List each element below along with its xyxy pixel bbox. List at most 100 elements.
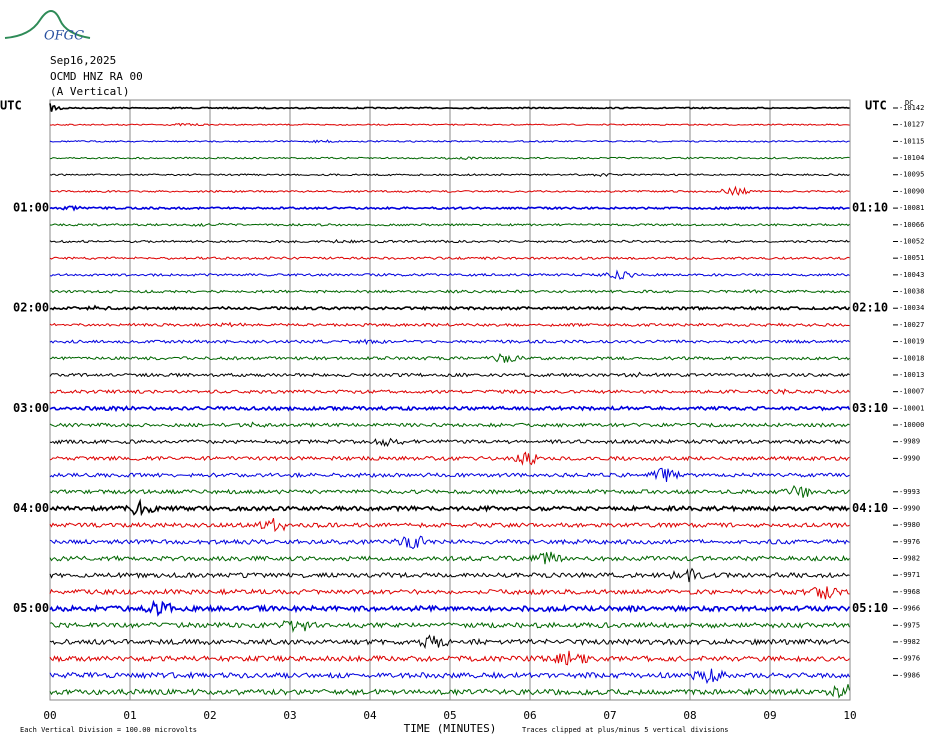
trace <box>49 338 850 346</box>
row-value: -10034 <box>899 304 924 312</box>
row-value: -9971 <box>899 571 920 579</box>
row-value: -10019 <box>899 338 924 346</box>
x-tick-label: 05 <box>443 709 456 722</box>
component: (A Vertical) <box>50 85 129 98</box>
x-tick-label: 00 <box>43 709 56 722</box>
trace <box>49 388 850 396</box>
row-value: -10000 <box>899 421 924 429</box>
x-tick-label: 02 <box>203 709 216 722</box>
logo-swoosh <box>4 10 91 39</box>
trace <box>49 304 851 311</box>
left-utc: UTC <box>0 99 22 113</box>
left-hour-label: 01:00 <box>13 201 49 215</box>
trace <box>49 239 850 244</box>
trace <box>49 620 850 634</box>
row-value: -9982 <box>899 555 920 563</box>
x-tick-label: 10 <box>843 709 856 722</box>
row-value: -10115 <box>899 137 924 145</box>
trace <box>49 451 850 466</box>
row-value: -10104 <box>899 154 924 162</box>
x-tick-label: 09 <box>763 709 776 722</box>
plot-frame <box>49 99 851 701</box>
row-value: -10127 <box>899 121 924 129</box>
trace <box>49 484 850 498</box>
row-value: -10001 <box>899 404 924 412</box>
x-tick-label: 08 <box>683 709 696 722</box>
scale-note: Each Vertical Division = 100.00 microvol… <box>20 726 197 734</box>
left-hour-label: 04:00 <box>13 501 49 515</box>
row-value: -9990 <box>899 504 920 512</box>
x-tick-label: 06 <box>523 709 536 722</box>
trace <box>49 498 850 517</box>
trace <box>49 353 850 363</box>
trace <box>49 567 850 583</box>
row-value: -9966 <box>899 605 920 613</box>
right-hour-label: 02:10 <box>852 301 888 315</box>
trace <box>49 535 850 550</box>
clip-note: Traces clipped at plus/minus 5 vertical … <box>522 726 729 734</box>
trace <box>49 156 850 160</box>
right-hour-label: 05:10 <box>852 601 888 615</box>
row-value: -10007 <box>899 388 924 396</box>
row-value: -9976 <box>899 538 920 546</box>
trace <box>49 204 850 212</box>
row-value: -10090 <box>899 187 924 195</box>
row-value: -10142 <box>899 104 924 112</box>
dc-label: DC <box>905 99 913 107</box>
row-value: -9975 <box>899 621 920 629</box>
row-value: -10051 <box>899 254 924 262</box>
row-value: -9986 <box>899 671 920 679</box>
right-hour-label: 03:10 <box>852 401 888 415</box>
row-value: -10018 <box>899 354 924 362</box>
trace <box>49 256 850 261</box>
trace <box>49 668 850 685</box>
trace <box>49 437 850 448</box>
left-hour-label: 05:00 <box>13 601 49 615</box>
date: Sep16,2025 <box>50 54 116 67</box>
right-hour-label: 04:10 <box>852 501 888 515</box>
row-value: -9980 <box>899 521 920 529</box>
logo: OFGC <box>44 29 84 44</box>
trace <box>49 289 850 294</box>
trace <box>49 139 850 144</box>
row-value: -9990 <box>899 454 920 462</box>
left-hour-label: 02:00 <box>13 301 49 315</box>
trace <box>49 321 850 328</box>
trace <box>49 586 850 600</box>
trace <box>49 269 850 280</box>
row-value: -10081 <box>899 204 924 212</box>
x-tick-label: 04 <box>363 709 377 722</box>
row-value: -10027 <box>899 321 924 329</box>
trace <box>49 173 850 177</box>
trace <box>49 103 850 112</box>
row-value: -10013 <box>899 371 924 379</box>
trace <box>49 467 850 482</box>
row-value: -10052 <box>899 237 924 245</box>
row-value: -10038 <box>899 288 924 296</box>
x-tick-label: 07 <box>603 709 616 722</box>
trace <box>49 222 850 227</box>
row-value: -9982 <box>899 638 920 646</box>
trace <box>49 650 850 666</box>
x-tick-label: 03 <box>283 709 296 722</box>
trace <box>49 421 850 428</box>
x-tick-label: 01 <box>123 709 136 722</box>
right-utc: UTC <box>865 99 887 113</box>
row-value: -9976 <box>899 655 920 663</box>
row-value: -9989 <box>899 438 920 446</box>
row-value: -9993 <box>899 488 920 496</box>
trace <box>49 371 850 378</box>
row-value: -9968 <box>899 588 920 596</box>
trace <box>49 405 851 413</box>
row-value: -10095 <box>899 171 924 179</box>
trace <box>49 551 850 565</box>
trace <box>49 518 850 533</box>
trace <box>49 185 850 196</box>
x-axis-title: TIME (MINUTES) <box>404 722 497 735</box>
station: OCMD HNZ RA 00 <box>50 70 143 83</box>
trace <box>49 599 851 617</box>
left-hour-label: 03:00 <box>13 401 49 415</box>
right-hour-label: 01:10 <box>852 201 888 215</box>
trace <box>49 684 850 699</box>
